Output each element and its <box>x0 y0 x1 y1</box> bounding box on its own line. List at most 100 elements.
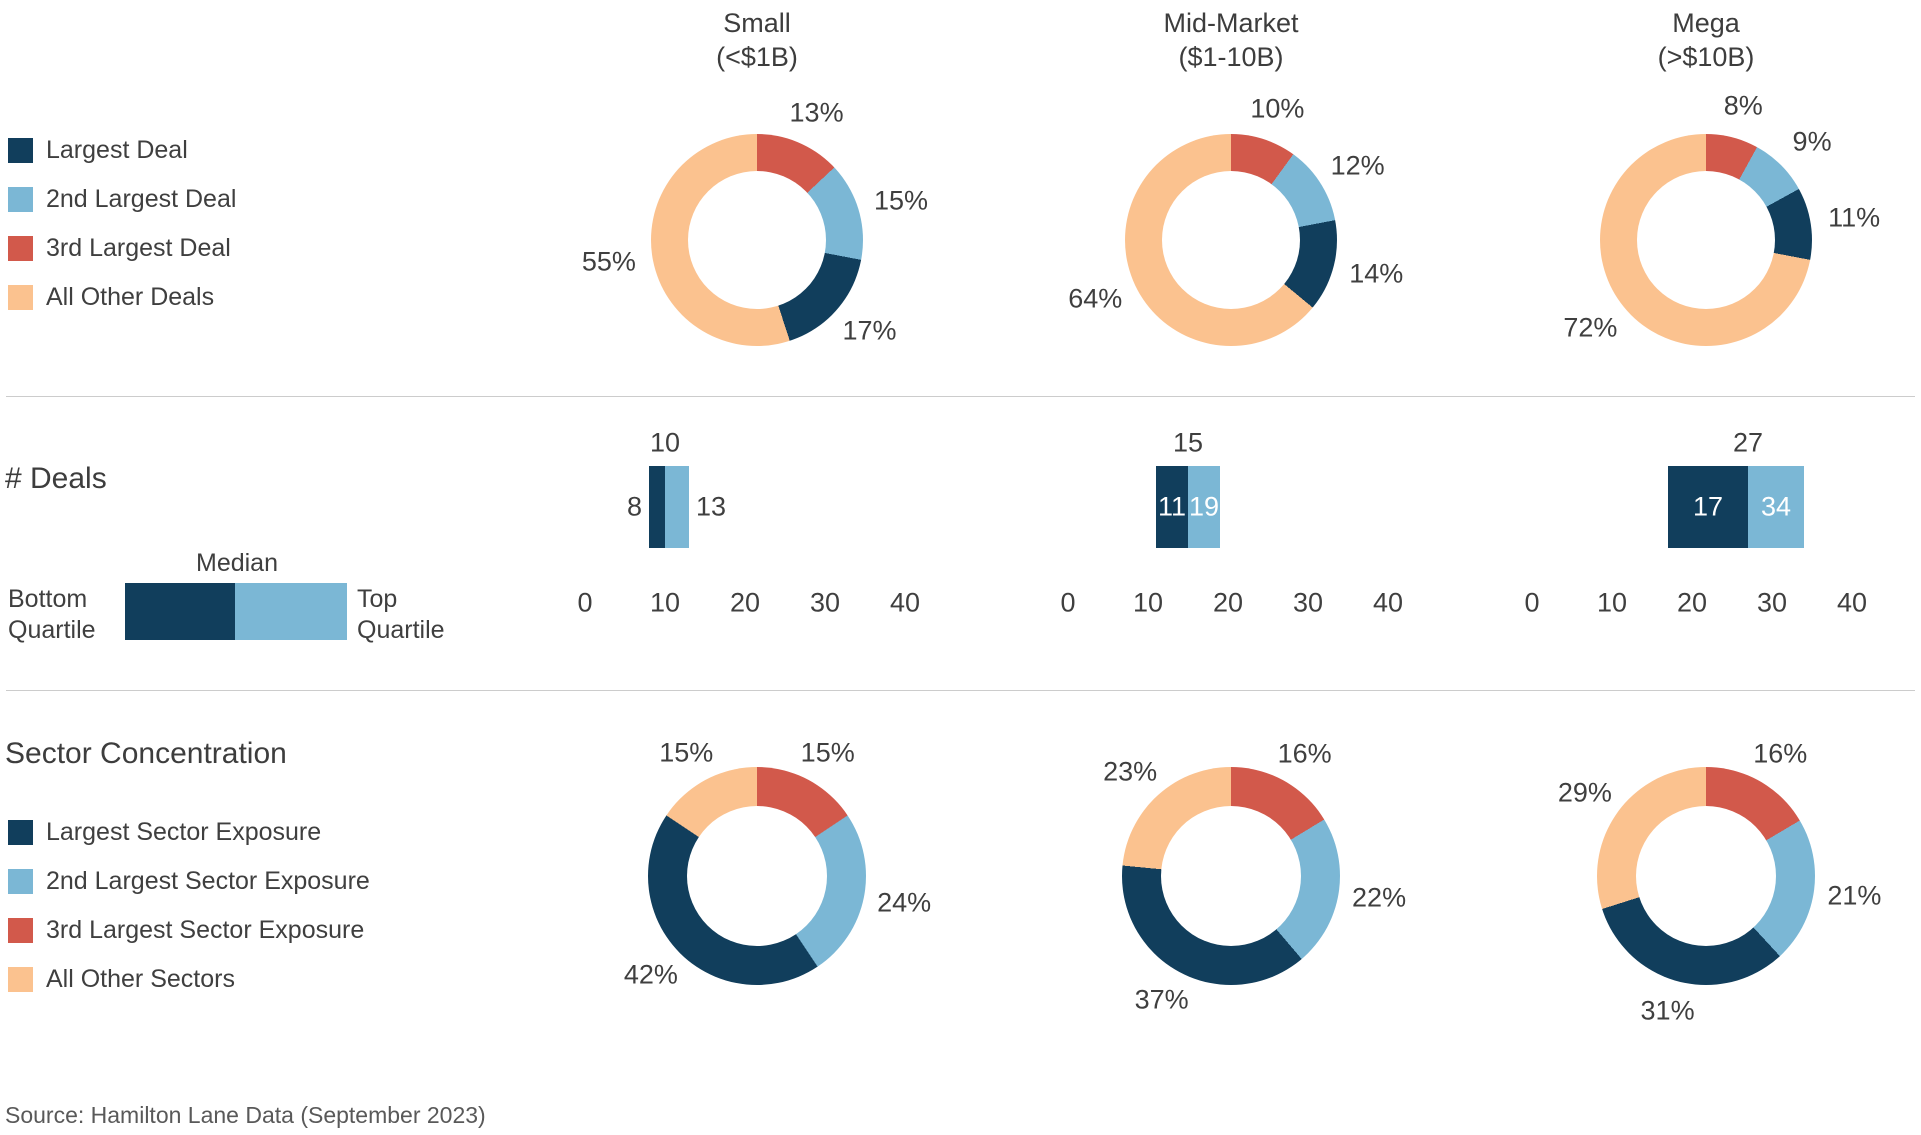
bar-top-quartile-segment <box>665 466 689 548</box>
legend-label: 3rd Largest Sector Exposure <box>46 916 365 944</box>
legend-item: All Other Deals <box>8 283 236 311</box>
column-title-line2: ($1-10B) <box>1178 42 1284 72</box>
bottom-quartile-value-label: 11 <box>1157 491 1187 522</box>
legend-bottom-quartile-bar <box>125 583 235 640</box>
legend-item: All Other Sectors <box>8 965 370 993</box>
percent-label: 31% <box>1640 995 1695 1026</box>
legend-item: 2nd Largest Sector Exposure <box>8 867 370 895</box>
column-title-line1: Mid-Market <box>1163 8 1299 38</box>
bottom-quartile-legend-label: Bottom Quartile <box>8 585 96 644</box>
legend-item: Largest Sector Exposure <box>8 818 370 846</box>
top-quartile-value-label: 34 <box>1760 491 1792 522</box>
axis-tick-label: 0 <box>1060 587 1076 618</box>
section-divider <box>6 690 1915 691</box>
top-quartile-legend-label: Top Quartile <box>357 585 445 644</box>
median-value-label: 15 <box>1172 427 1204 458</box>
donut-deal_concentration-0 <box>651 134 863 346</box>
median-value-label: 10 <box>649 427 681 458</box>
donut-hole <box>1637 171 1775 309</box>
legend-label: 3rd Largest Deal <box>46 234 231 262</box>
top-quartile-value-label: 19 <box>1188 491 1220 522</box>
donut-sector_concentration-1 <box>1122 767 1340 985</box>
percent-label: 55% <box>581 246 636 277</box>
percent-label: 15% <box>800 737 855 768</box>
percent-label: 64% <box>1068 283 1123 314</box>
donut-hole <box>1162 171 1300 309</box>
percent-label: 21% <box>1827 880 1882 911</box>
percent-label: 16% <box>1277 738 1332 769</box>
column-title-small: Small (<$1B) <box>607 6 907 74</box>
axis-tick-label: 0 <box>577 587 593 618</box>
median-legend-label: Median <box>196 549 278 577</box>
percent-label: 15% <box>874 185 929 216</box>
bar-bottom-quartile-segment <box>1668 466 1748 548</box>
axis-tick-label: 30 <box>1292 587 1324 618</box>
source-note: Source: Hamilton Lane Data (September 20… <box>5 1102 486 1128</box>
donut-sector_concentration-0 <box>648 767 866 985</box>
percent-label: 13% <box>789 97 844 128</box>
axis-tick-label: 10 <box>1596 587 1628 618</box>
axis-tick-label: 40 <box>1372 587 1404 618</box>
percent-label: 11% <box>1828 202 1881 233</box>
column-title-line2: (<$1B) <box>716 42 798 72</box>
legend-swatch <box>8 236 33 261</box>
legend-swatch <box>8 967 33 992</box>
legend-label: 2nd Largest Deal <box>46 185 237 213</box>
bar-top-quartile-segment <box>1748 466 1804 548</box>
percent-label: 37% <box>1134 984 1189 1015</box>
axis-tick-label: 20 <box>1212 587 1244 618</box>
percent-label: 42% <box>623 959 678 990</box>
axis-tick-label: 10 <box>649 587 681 618</box>
donut-hole <box>1636 806 1776 946</box>
column-title-mid-market: Mid-Market ($1-10B) <box>1081 6 1381 74</box>
axis-tick-label: 30 <box>809 587 841 618</box>
legend-item: 3rd Largest Sector Exposure <box>8 916 370 944</box>
legend-swatch <box>8 187 33 212</box>
column-title-line1: Mega <box>1672 8 1740 38</box>
percent-label: 22% <box>1352 882 1407 913</box>
deal-concentration-legend: Largest Deal 2nd Largest Deal 3rd Larges… <box>8 136 237 334</box>
percent-label: 8% <box>1723 90 1763 121</box>
legend-label: Largest Deal <box>46 136 188 164</box>
donut-deal_concentration-1 <box>1125 134 1337 346</box>
donut-deal_concentration-2 <box>1600 134 1812 346</box>
legend-top-quartile-bar <box>235 583 347 640</box>
legend-item: Largest Deal <box>8 136 236 164</box>
axis-tick-label: 0 <box>1524 587 1540 618</box>
legend-item: 3rd Largest Deal <box>8 234 236 262</box>
legend-item: 2nd Largest Deal <box>8 185 237 213</box>
bar-bottom-quartile-segment <box>649 466 665 548</box>
legend-label: All Other Deals <box>46 283 215 311</box>
axis-tick-label: 20 <box>1676 587 1708 618</box>
bottom-quartile-value-label: 17 <box>1692 491 1724 522</box>
donut-hole <box>687 806 827 946</box>
legend-swatch <box>8 138 33 163</box>
percent-label: 17% <box>842 315 897 346</box>
percent-label: 15% <box>659 737 714 768</box>
section-divider <box>6 396 1915 397</box>
axis-tick-label: 10 <box>1132 587 1164 618</box>
axis-tick-label: 40 <box>1836 587 1868 618</box>
axis-tick-label: 40 <box>889 587 921 618</box>
legend-swatch <box>8 869 33 894</box>
percent-label: 24% <box>877 887 932 918</box>
percent-label: 23% <box>1103 756 1158 787</box>
legend-label: Largest Sector Exposure <box>46 818 322 846</box>
num-deals-title: # Deals <box>5 462 107 495</box>
bottom-quartile-value-label: 8 <box>626 491 642 522</box>
percent-label: 12% <box>1330 150 1385 181</box>
column-title-line1: Small <box>723 8 791 38</box>
percent-label: 29% <box>1557 777 1612 808</box>
percent-label: 10% <box>1250 93 1305 124</box>
sector-concentration-legend: Largest Sector Exposure 2nd Largest Sect… <box>8 818 370 1016</box>
bar-bottom-quartile-segment <box>1156 466 1188 548</box>
column-title-line2: (>$10B) <box>1657 42 1755 72</box>
bar-top-quartile-segment <box>1188 466 1220 548</box>
percent-label: 14% <box>1349 258 1404 289</box>
donut-sector_concentration-2 <box>1597 767 1815 985</box>
median-value-label: 27 <box>1732 427 1764 458</box>
donut-hole <box>1161 806 1301 946</box>
legend-swatch <box>8 285 33 310</box>
